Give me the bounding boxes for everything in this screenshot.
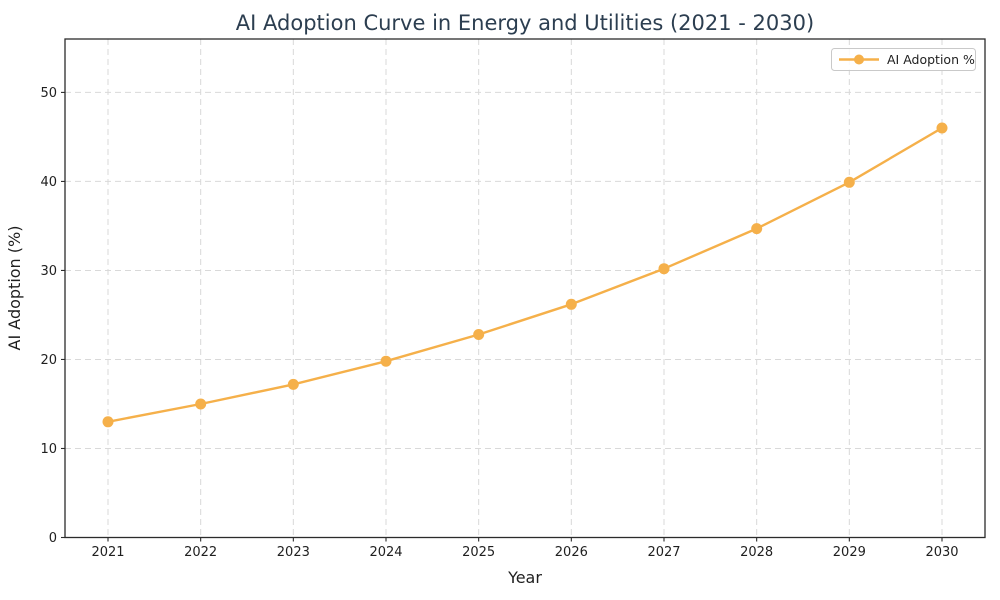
x-axis-label: Year bbox=[507, 568, 542, 587]
plot-frame bbox=[64, 38, 986, 539]
data-point bbox=[195, 398, 207, 410]
legend-box bbox=[831, 48, 976, 71]
data-point bbox=[565, 298, 577, 310]
data-series bbox=[102, 122, 948, 428]
legend-marker-icon bbox=[854, 54, 864, 65]
y-tick-label: 50 bbox=[40, 86, 57, 101]
axis-ticks: 2021 2022 2023 2024 2025 2026 2027 2028 2029 2030… bbox=[40, 86, 958, 560]
x-tick-label: 2030 bbox=[925, 545, 958, 560]
x-tick-label: 2024 bbox=[369, 545, 402, 560]
chart-title: AI Adoption Curve in Energy and Utilitie… bbox=[236, 11, 814, 35]
legend: AI Adoption % bbox=[831, 48, 976, 71]
y-tick-label: 0 bbox=[49, 531, 57, 546]
y-axis-label: AI Adoption (%) bbox=[5, 226, 24, 351]
data-point bbox=[751, 223, 763, 235]
x-tick-label: 2027 bbox=[647, 545, 680, 560]
y-tick-label: 10 bbox=[40, 442, 57, 457]
data-point bbox=[843, 176, 855, 188]
x-tick-label: 2028 bbox=[740, 545, 773, 560]
legend-label: AI Adoption % bbox=[887, 52, 975, 67]
y-tick-label: 30 bbox=[40, 264, 57, 279]
x-tick-label: 2025 bbox=[462, 545, 495, 560]
series-line bbox=[106, 126, 944, 423]
grid-lines bbox=[65, 39, 985, 538]
x-tick-label: 2022 bbox=[184, 545, 217, 560]
data-point bbox=[102, 416, 114, 428]
x-tick-label: 2026 bbox=[555, 545, 588, 560]
data-point bbox=[287, 378, 299, 390]
y-tick-label: 20 bbox=[40, 353, 57, 368]
data-point bbox=[380, 355, 392, 367]
data-point bbox=[936, 122, 948, 134]
y-tick-label: 40 bbox=[40, 175, 57, 190]
data-point bbox=[658, 263, 670, 275]
x-tick-label: 2021 bbox=[91, 545, 124, 560]
x-tick-label: 2029 bbox=[833, 545, 866, 560]
data-point bbox=[473, 329, 485, 340]
x-tick-label: 2023 bbox=[277, 545, 310, 560]
